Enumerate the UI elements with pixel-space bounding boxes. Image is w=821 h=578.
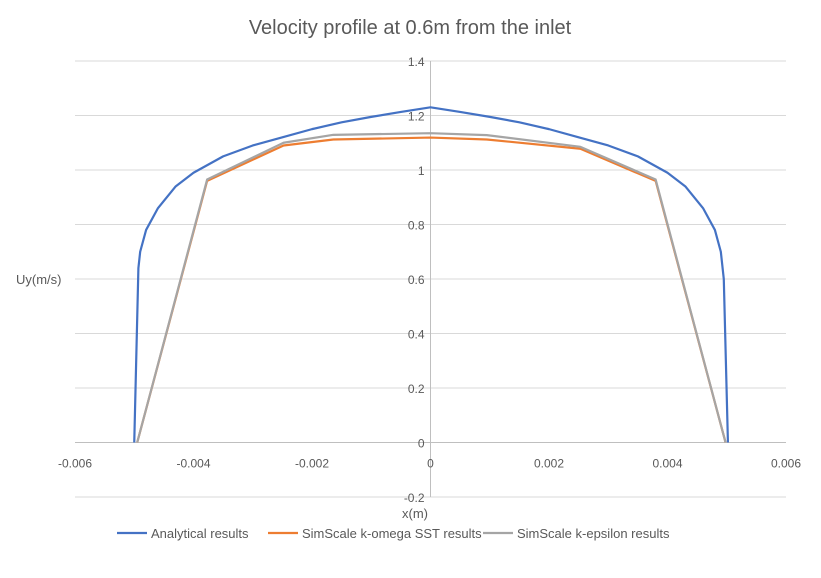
series-line <box>136 136 727 443</box>
y-tick-label: -0.2 <box>404 491 425 505</box>
legend-label: SimScale k-epsilon results <box>517 526 670 541</box>
legend-label: SimScale k-omega SST results <box>302 526 482 541</box>
x-tick-label: 0.006 <box>771 457 801 471</box>
y-tick-label: 0.4 <box>408 328 425 342</box>
chart-title: Velocity profile at 0.6m from the inlet <box>249 17 572 39</box>
x-tick-label: -0.004 <box>176 457 210 471</box>
y-tick-label: 0 <box>418 437 425 451</box>
y-tick-label: 0.8 <box>408 219 425 233</box>
y-tick-label: 1.2 <box>408 110 425 124</box>
x-tick-label: 0 <box>427 457 434 471</box>
x-axis-label: x(m) <box>402 506 428 521</box>
y-tick-label: 1.4 <box>408 55 425 69</box>
x-tick-label: -0.006 <box>58 457 92 471</box>
y-tick-label: 0.6 <box>408 273 425 287</box>
x-tick-label: 0.002 <box>534 457 564 471</box>
x-tick-label: -0.002 <box>295 457 329 471</box>
y-axis-label: Uy(m/s) <box>16 272 62 287</box>
legend-label: Analytical results <box>151 526 249 541</box>
x-tick-label: 0.004 <box>652 457 682 471</box>
series-line <box>133 106 730 443</box>
y-tick-label: 0.2 <box>408 382 425 396</box>
y-tick-label: 1 <box>418 164 425 178</box>
series-line <box>136 132 727 443</box>
